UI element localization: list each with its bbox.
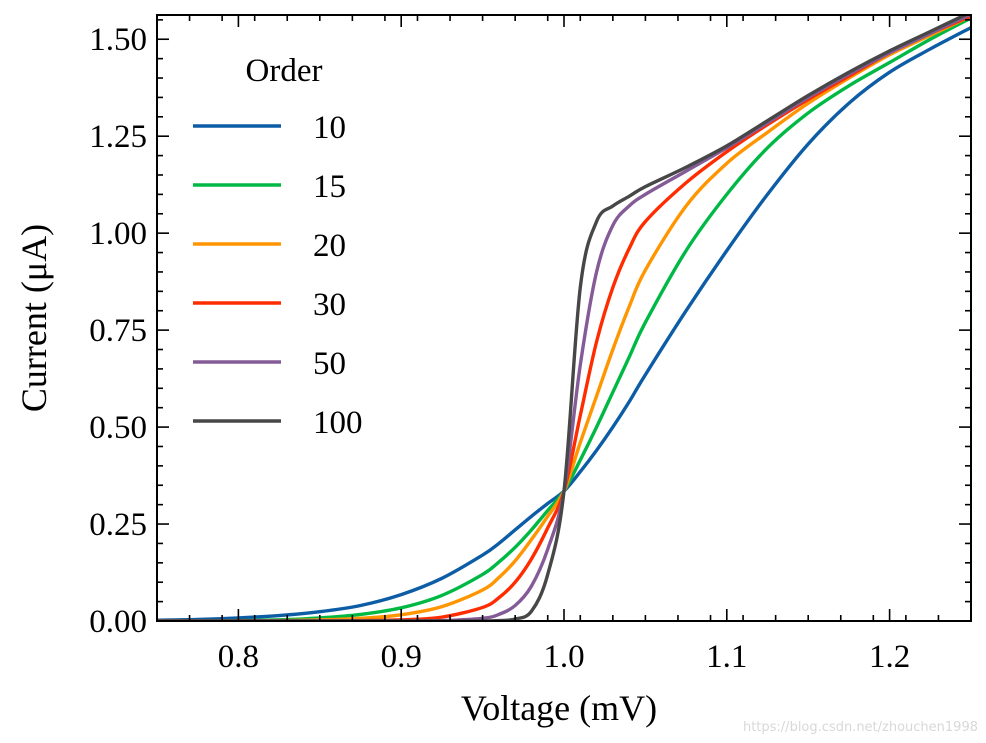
legend: Order 10 15 20 30 50 100: [193, 53, 363, 441]
y-tick-label: 1.50: [89, 22, 147, 58]
legend-label-30: 30: [313, 287, 346, 323]
x-tick-label: 1.2: [869, 639, 910, 675]
legend-label-50: 50: [313, 346, 346, 382]
legend-label-15: 15: [313, 169, 346, 205]
x-tick-label: 1.0: [543, 639, 584, 675]
y-tick-label: 0.75: [89, 313, 147, 349]
x-tick-label: 1.1: [706, 639, 747, 675]
series-line-30: [157, 15, 971, 621]
series-line-15: [157, 16, 971, 621]
y-tick-label: 1.25: [89, 119, 147, 155]
x-tick-label: 0.9: [381, 639, 422, 675]
x-axis-label: Voltage (mV): [461, 688, 657, 728]
legend-label-10: 10: [313, 110, 346, 146]
series-line-20: [157, 15, 971, 621]
legend-label-20: 20: [313, 228, 346, 264]
series-line-10: [157, 26, 971, 621]
y-tick-label: 0.50: [89, 410, 147, 446]
series-line-100: [157, 15, 969, 621]
watermark-text: https://blog.csdn.net/zhouchen1998: [742, 720, 978, 735]
y-tick-label: 0.25: [89, 507, 147, 543]
y-tick-label: 0.00: [89, 604, 147, 640]
legend-label-100: 100: [313, 405, 363, 441]
y-axis-label: Current (μA): [14, 224, 54, 412]
legend-title: Order: [246, 53, 323, 89]
x-tick-label: 0.8: [218, 639, 259, 675]
plot-frame: [156, 14, 972, 622]
y-tick-label: 1.00: [89, 216, 147, 252]
